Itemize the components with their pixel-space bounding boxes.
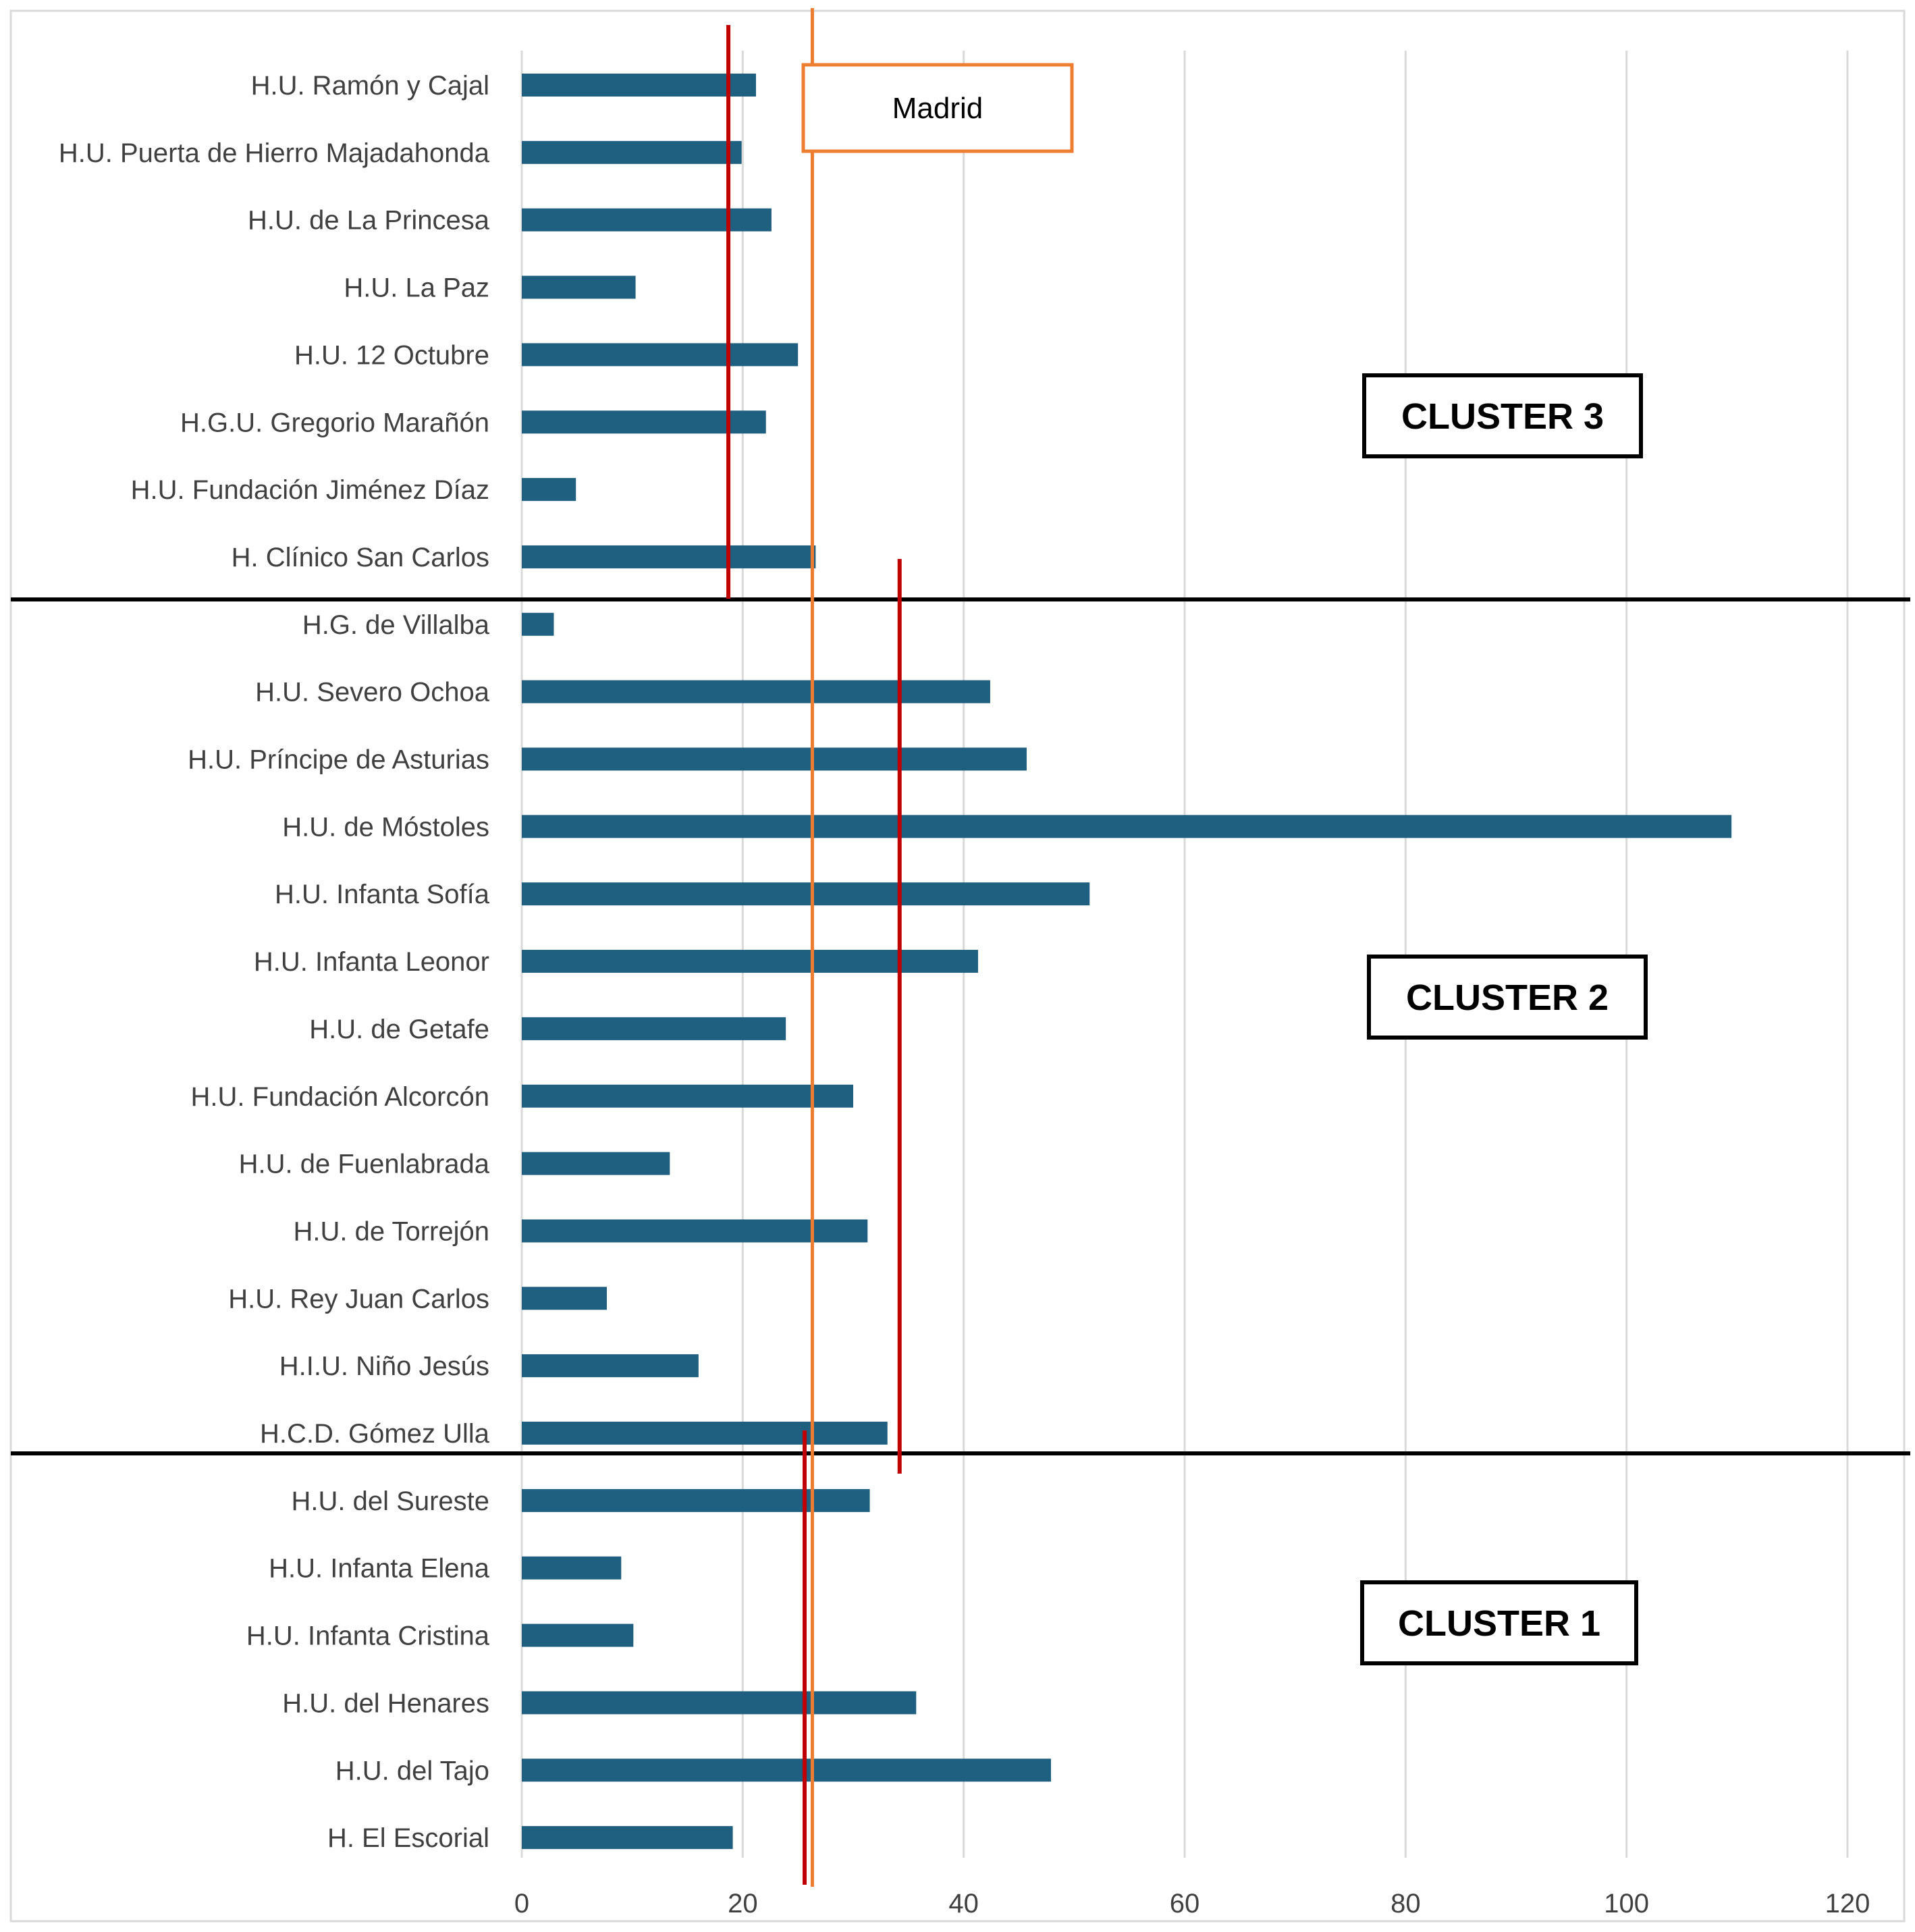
tick-label-20: 20 [728, 1889, 758, 1918]
bar-26 [522, 1826, 733, 1850]
bar-19 [522, 1354, 699, 1378]
category-label-23: H.U. Infanta Cristina [246, 1621, 490, 1651]
bar-9 [522, 680, 990, 703]
cluster-label-3: CLUSTER 1 [1398, 1603, 1600, 1644]
category-label-19: H.I.U. Niño Jesús [279, 1351, 489, 1381]
cluster-label-2: CLUSTER 2 [1406, 977, 1609, 1018]
category-label-21: H.U. del Sureste [292, 1486, 489, 1516]
category-label-18: H.U. Rey Juan Carlos [228, 1284, 489, 1314]
bar-3 [522, 275, 636, 299]
bar-25 [522, 1759, 1051, 1782]
cluster-box-3 [1360, 1580, 1638, 1665]
category-labels: H.U. Ramón y Cajal H.U. Puerta de Hierro … [59, 71, 490, 1853]
tick-labels: 0 20 40 60 80 100 120 [514, 1889, 1870, 1918]
category-label-7: H. Clínico San Carlos [232, 543, 489, 572]
bar-16 [522, 1152, 670, 1175]
category-label-25: H.U. del Tajo [335, 1756, 489, 1786]
category-label-2: H.U. de La Princesa [248, 206, 490, 236]
bar-23 [522, 1624, 634, 1647]
bar-6 [522, 478, 576, 502]
overlays: Madrid CLUSTER 3 CLUSTER 2 CLUSTER 1 [11, 8, 1910, 1887]
bar-2 [522, 208, 772, 232]
tick-label-120: 120 [1825, 1889, 1870, 1918]
chart-border [9, 9, 1906, 1923]
madrid-label: Madrid [892, 92, 983, 125]
category-label-20: H.C.D. Gómez Ulla [260, 1419, 490, 1449]
category-label-4: H.U. 12 Octubre [294, 340, 489, 370]
tick-label-60: 60 [1170, 1889, 1200, 1918]
tick-label-40: 40 [948, 1889, 979, 1918]
category-label-9: H.U. Severo Ochoa [255, 678, 490, 707]
bar-11 [522, 815, 1732, 838]
category-label-5: H.G.U. Gregorio Marañón [180, 408, 489, 437]
bar-8 [522, 612, 554, 636]
category-label-1: H.U. Puerta de Hierro Majadahonda [59, 138, 490, 168]
cluster-box-1 [1362, 373, 1643, 458]
bar-5 [522, 410, 766, 434]
category-label-17: H.U. de Torrejón [293, 1216, 489, 1246]
category-label-6: H.U. Fundación Jiménez Díaz [131, 475, 489, 505]
bar-1 [522, 140, 742, 164]
category-label-0: H.U. Ramón y Cajal [251, 71, 489, 101]
bar-24 [522, 1691, 917, 1715]
category-label-8: H.G. de Villalba [302, 610, 490, 640]
bar-10 [522, 747, 1027, 771]
tick-label-0: 0 [514, 1889, 529, 1918]
category-label-22: H.U. Infanta Elena [269, 1554, 490, 1584]
madrid-label-box [801, 63, 1074, 153]
category-label-24: H.U. del Henares [282, 1688, 489, 1718]
category-label-10: H.U. Príncipe de Asturias [188, 745, 489, 775]
category-label-15: H.U. Fundación Alcorcón [191, 1082, 489, 1112]
bar-7 [522, 545, 816, 568]
category-label-3: H.U. La Paz [344, 273, 489, 303]
bar-13 [522, 950, 978, 973]
bar-20 [522, 1422, 888, 1445]
cluster-box-2 [1367, 955, 1648, 1040]
category-label-16: H.U. de Fuenlabrada [239, 1150, 490, 1179]
bar-15 [522, 1084, 853, 1108]
category-label-11: H.U. de Móstoles [282, 812, 489, 842]
chart-frame [9, 9, 1906, 1923]
bar-14 [522, 1017, 786, 1040]
bar-17 [522, 1219, 868, 1243]
bar-4 [522, 343, 799, 367]
category-label-12: H.U. Infanta Sofía [275, 880, 490, 909]
bar-18 [522, 1287, 608, 1310]
tick-label-100: 100 [1604, 1889, 1649, 1918]
tick-label-80: 80 [1391, 1889, 1421, 1918]
bar-22 [522, 1556, 622, 1580]
cluster-label-1: CLUSTER 3 [1401, 396, 1604, 437]
bar-0 [522, 74, 756, 97]
category-label-13: H.U. Infanta Leonor [254, 947, 489, 977]
bar-21 [522, 1488, 870, 1512]
bar-12 [522, 882, 1090, 906]
category-label-26: H. El Escorial [327, 1823, 489, 1853]
category-label-14: H.U. de Getafe [309, 1015, 489, 1044]
